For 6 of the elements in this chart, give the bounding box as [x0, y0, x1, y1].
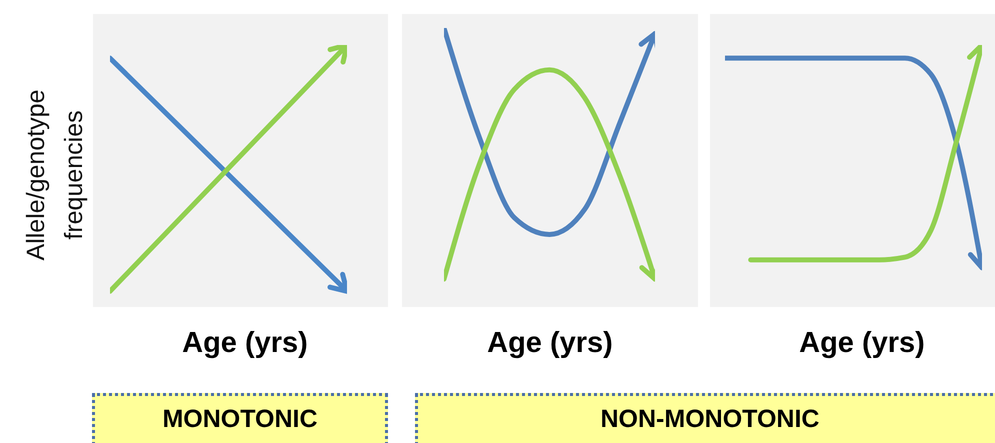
x-axis-title: Age (yrs)	[798, 327, 926, 360]
y-axis-title: Allele/genotype frequencies	[21, 88, 89, 262]
x-axis-title: Age (yrs)	[486, 327, 614, 360]
text: NON-MONOTONIC	[415, 393, 995, 443]
x-axis-title: Age (yrs)	[181, 327, 309, 360]
text: MONOTONIC	[92, 393, 388, 443]
